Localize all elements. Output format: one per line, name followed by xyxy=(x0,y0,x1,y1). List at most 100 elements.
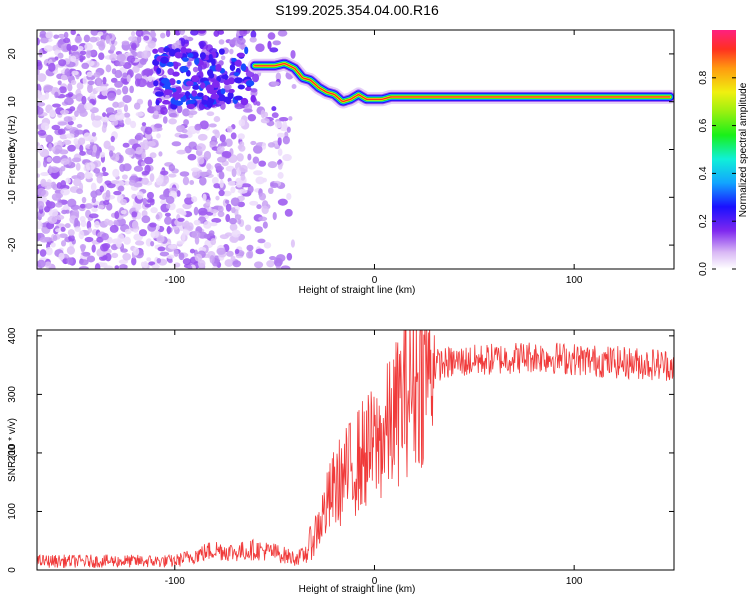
heatmap-cell xyxy=(257,238,266,244)
heatmap-cell xyxy=(131,220,139,230)
heatmap-cell xyxy=(260,118,270,124)
heatmap-cell xyxy=(87,80,95,86)
heatmap-cell xyxy=(131,257,137,266)
heatmap-cell xyxy=(267,32,276,40)
heatmap-cell xyxy=(81,196,87,204)
heatmap-cell xyxy=(261,142,267,150)
heatmap-cell xyxy=(187,153,197,161)
heatmap-cell xyxy=(64,223,71,229)
heatmap-cell xyxy=(120,60,126,66)
heatmap-cell xyxy=(166,225,171,235)
heatmap-cell xyxy=(147,40,156,49)
heatmap-cell xyxy=(108,114,118,122)
heatmap-cell xyxy=(237,189,248,194)
heatmap-cell xyxy=(99,151,106,158)
heatmap-cell xyxy=(81,62,90,70)
heatmap-cell xyxy=(71,175,82,180)
heatmap-cell xyxy=(161,77,170,85)
heatmap-cell xyxy=(160,32,166,39)
heatmap-cell xyxy=(133,165,144,172)
heatmap-cell xyxy=(229,223,238,232)
heatmap-cell xyxy=(130,120,137,129)
heatmap-cell xyxy=(116,53,126,62)
heatmap-cell xyxy=(146,79,156,88)
heatmap-cell xyxy=(205,84,215,93)
heatmap-cell xyxy=(187,53,194,58)
heatmap-cell xyxy=(206,111,215,117)
heatmap-cell xyxy=(182,108,191,117)
heatmap-cell xyxy=(45,134,54,144)
heatmap-cell xyxy=(180,37,186,47)
heatmap-cell xyxy=(57,128,66,135)
heatmap-cell xyxy=(234,103,245,110)
heatmap-cell xyxy=(198,40,207,48)
heatmap-cell xyxy=(152,48,159,54)
heatmap-cell xyxy=(84,203,94,209)
heatmap-cell xyxy=(216,75,221,83)
heatmap-cell xyxy=(112,101,120,108)
heatmap-cell xyxy=(66,246,76,255)
heatmap-cell xyxy=(189,180,195,186)
heatmap-cell xyxy=(267,187,274,195)
heatmap-cell xyxy=(91,244,96,253)
heatmap-cell xyxy=(131,31,136,37)
heatmap-cell xyxy=(94,220,100,228)
colorbar-tick-label: 0.4 xyxy=(698,166,709,180)
heatmap-cell xyxy=(131,211,138,218)
snr-x-label: Height of straight line (km) xyxy=(299,584,416,595)
heatmap-cell xyxy=(176,190,181,197)
heatmap-cell xyxy=(250,30,257,39)
heatmap-cell xyxy=(269,47,279,53)
heatmap-cell xyxy=(236,52,246,58)
heatmap-cell xyxy=(70,79,77,86)
heatmap-cell xyxy=(102,200,110,206)
heatmap-cell xyxy=(115,88,122,96)
heatmap-cell xyxy=(246,244,254,252)
heatmap-cell xyxy=(114,211,120,220)
snr-x-tick-label: 0 xyxy=(372,576,378,587)
heatmap-cell xyxy=(219,134,226,143)
heatmap-cell xyxy=(245,224,252,231)
heatmap-cell xyxy=(193,219,201,226)
colorbar-label: Normalized spectral amplitude xyxy=(738,82,749,217)
heatmap-cell xyxy=(191,90,198,97)
heatmap-cell xyxy=(234,248,240,255)
heatmap-cell xyxy=(249,200,259,206)
colorbar-tick-label: 0.8 xyxy=(698,70,709,84)
heatmap-cell xyxy=(274,120,283,129)
heatmap-cell xyxy=(96,175,103,184)
heatmap-cell xyxy=(185,48,192,53)
heatmap-cell xyxy=(192,66,199,73)
heatmap-cell xyxy=(182,258,192,266)
heatmap-cell xyxy=(270,81,280,86)
heatmap-cell xyxy=(202,193,207,202)
heatmap-y-tick-label: 0 xyxy=(7,146,18,152)
heatmap-cell xyxy=(50,181,57,189)
heatmap-cell xyxy=(66,257,74,265)
heatmap-cell xyxy=(70,30,76,36)
heatmap-cell xyxy=(232,260,242,268)
heatmap-cell xyxy=(176,125,185,133)
heatmap-cell xyxy=(191,169,201,179)
heatmap-cell xyxy=(37,73,47,82)
heatmap-cell xyxy=(197,207,208,216)
heatmap-cell xyxy=(123,236,131,245)
heatmap-cell xyxy=(37,259,46,268)
heatmap-cell xyxy=(251,73,260,83)
heatmap-cell xyxy=(91,118,102,128)
heatmap-cell xyxy=(220,88,226,95)
heatmap-cell xyxy=(62,139,72,145)
heatmap-cell xyxy=(65,133,75,139)
heatmap-cell xyxy=(72,209,80,218)
heatmap-cell xyxy=(49,109,56,118)
heatmap-cell xyxy=(39,37,49,44)
heatmap-cell xyxy=(37,37,40,46)
heatmap-cell xyxy=(258,192,267,201)
heatmap-cell xyxy=(258,160,267,167)
heatmap-cell xyxy=(128,36,136,42)
heatmap-cell xyxy=(41,196,48,203)
heatmap-cell xyxy=(196,92,204,98)
heatmap-cell xyxy=(57,52,64,59)
heatmap-cell xyxy=(224,259,234,267)
heatmap-cell xyxy=(141,122,147,127)
